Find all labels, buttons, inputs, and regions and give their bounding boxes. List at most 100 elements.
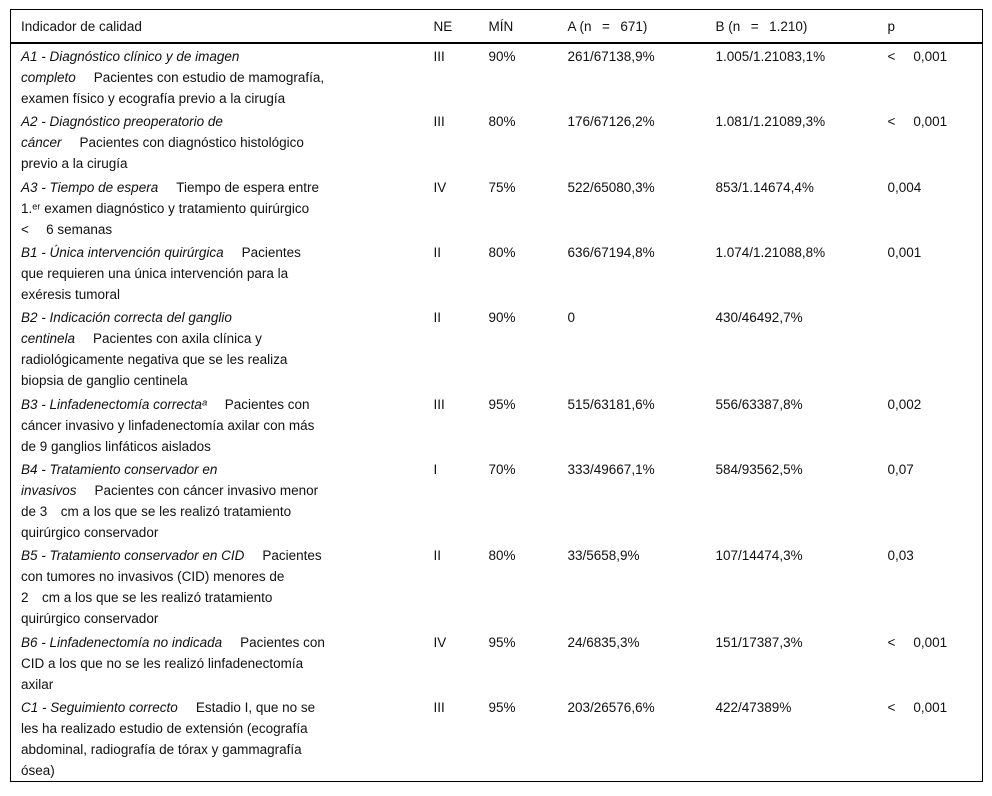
p-value-cell: <0,001 [878,109,983,174]
p-value: 0,002 [887,396,922,412]
indicator-title: A3 - Tiempo de espera [21,179,159,195]
group-a-value: 333/49667,1% [567,461,655,477]
p-value-cell: <0,001 [878,695,983,782]
indicator-cell: B2 - Indicación correcta del ganglio cen… [11,305,424,391]
ne-value: II [433,310,442,326]
group-a-value: 176/67126,2% [567,114,655,130]
indicator-description: Pacientes con cáncer invasivo menor de 3… [21,482,319,541]
group-b-value: 556/63387,8% [715,396,803,412]
min-value: 80% [488,114,516,130]
table-row: B6 - Linfadenectomía no indicada Paciente… [11,630,983,695]
indicator-cell: A3 - Tiempo de espera Tiempo de espera en… [11,175,424,240]
p-value-cell: <0,001 [878,43,983,109]
min-value: 75% [488,179,516,195]
col-header-ne: NE [423,9,479,44]
min-value: 80% [488,244,516,260]
min-value: 90% [488,49,516,64]
indicator-cell: B3 - Linfadenectomía correctaᵃ Pacientes … [11,392,424,457]
group-b-value: 1.005/1.21083,1% [715,49,826,64]
p-value-cell: 0,03 [878,543,983,629]
quality-indicators-table: Indicador de calidad NE MÍN A (n = 671) … [10,9,983,783]
indicator-cell: B1 - Única intervención quirúrgica Pacien… [11,240,424,305]
table-row: B5 - Tratamiento conservador en CID Pacie… [11,543,983,629]
table-row: B2 - Indicación correcta del ganglio cen… [11,305,983,391]
indicator-description: Pacientes que requieren una única interv… [21,244,301,303]
indicator-title: C1 - Seguimiento correcto [21,699,178,715]
p-value: 0,001 [913,114,948,130]
indicator-cell: C1 - Seguimiento correcto Estadio I, que … [11,695,424,782]
indicator-cell: B4 - Tratamiento conservador en invasivo… [11,457,424,543]
indicator-title: B6 - Linfadenectomía no indicada [21,634,223,650]
indicator-title: B3 - Linfadenectomía correctaᵃ [21,396,207,412]
indicator-description: Pacientes con cáncer invasivo y linfaden… [21,396,315,454]
group-a-value: 522/65080,3% [567,179,655,195]
group-a-value: 515/63181,6% [567,396,655,412]
p-value-cell: 0,001 [878,240,983,305]
group-a-value: 24/6835,3% [567,634,640,650]
table-row: A1 - Diagnóstico clínico y de imagen com… [11,43,983,109]
group-b-value: 107/14474,3% [715,548,803,564]
col-header-p: p [877,9,983,44]
less-than-sign: < [887,699,896,715]
group-a-value: 636/67194,8% [567,244,655,260]
p-value: 0,03 [887,548,914,564]
indicator-title: A1 - Diagnóstico clínico y de imagen com… [21,49,240,86]
min-value: 95% [488,699,516,715]
indicator-title: A2 - Diagnóstico preoperatorio de cáncer [21,114,223,151]
indicator-description: Estadio I, que no se les ha realizado es… [21,699,316,779]
min-value: 95% [488,634,516,650]
less-than-sign: < [887,114,896,130]
ne-value: IV [433,179,447,195]
indicator-title: B5 - Tratamiento conservador en CID [21,548,245,564]
group-b-value: 853/1.14674,4% [715,179,814,195]
indicator-description: Tiempo de espera entre 1.ᵉʳ examen diagn… [21,179,320,237]
indicator-cell: B6 - Linfadenectomía no indicada Paciente… [11,630,424,695]
group-a-value: 0 [567,310,576,326]
ne-value: IV [433,634,447,650]
min-value: 95% [488,396,516,412]
p-value: 0,001 [887,244,922,260]
indicator-description: Pacientes con tumores no invasivos (CID)… [21,548,322,627]
p-value-cell: 0,004 [878,175,983,240]
ne-value: II [433,548,442,564]
table-row: C1 - Seguimiento correcto Estadio I, que … [11,695,983,782]
indicator-description: Pacientes con CID a los que no se les re… [21,634,325,692]
p-value: 0,001 [913,699,948,715]
ne-value: III [433,396,445,412]
indicator-description: Pacientes con diagnóstico histológico pr… [21,135,304,172]
group-b-value: 151/17387,3% [715,634,803,650]
p-value: 0,07 [887,461,914,477]
ne-value: III [433,49,445,64]
group-a-value: 261/67138,9% [567,49,655,64]
header-row: Indicador de calidad NE MÍN A (n = 671) … [10,9,983,44]
p-value-cell: 0,002 [878,392,983,457]
indicator-cell: A2 - Diagnóstico preoperatorio de cáncer… [11,109,424,174]
group-b-value: 1.074/1.21088,8% [715,244,826,260]
min-value: 90% [488,310,516,326]
indicator-title: B4 - Tratamiento conservador en invasivo… [21,461,218,498]
min-value: 70% [488,461,516,477]
less-than-sign: < [887,634,896,650]
p-value-cell [878,305,983,391]
ne-value: I [433,461,438,477]
table-row: B1 - Única intervención quirúrgica Pacien… [11,240,983,305]
indicator-cell: A1 - Diagnóstico clínico y de imagen com… [11,43,424,109]
table-row: B4 - Tratamiento conservador en invasivo… [11,457,983,543]
indicator-cell: B5 - Tratamiento conservador en CID Pacie… [11,543,424,629]
col-header-min: MÍN [478,9,558,44]
quality-indicators-table-wrapper: Indicador de calidad NE MÍN A (n = 671) … [10,9,983,783]
col-header-indicator: Indicador de calidad [10,9,424,44]
indicator-description: Pacientes con axila clínica y radiológic… [21,331,288,389]
group-a-value: 203/26576,6% [567,699,655,715]
ne-value: II [433,244,442,260]
p-value-cell: 0,07 [878,457,983,543]
p-value-cell: <0,001 [878,630,983,695]
p-value: 0,001 [913,634,948,650]
p-value: 0,004 [887,179,922,195]
table-body: A1 - Diagnóstico clínico y de imagen com… [11,43,983,782]
table-row: A3 - Tiempo de espera Tiempo de espera en… [11,175,983,240]
group-b-value: 422/47389% [715,699,792,715]
col-header-group-b: B (n = 1.210) [705,9,878,44]
table-row: A2 - Diagnóstico preoperatorio de cáncer… [11,109,983,174]
table-row: B3 - Linfadenectomía correctaᵃ Pacientes … [11,392,983,457]
